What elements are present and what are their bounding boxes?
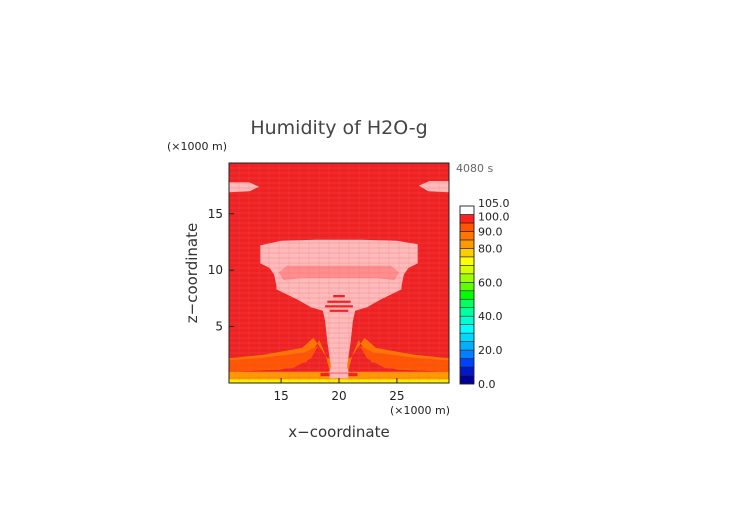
colorbar-level [459,281,475,292]
colorbar-label: 80.0 [478,242,503,255]
colorbar-level [459,231,475,241]
contour-cloud-anvil-lower [276,267,402,376]
colorbar-label: 20.0 [478,344,503,357]
colorbar-level [459,358,475,368]
colorbar-level [459,341,475,351]
colorbar-label: 0.0 [478,378,496,391]
colorbar-level [459,222,475,232]
colorbar-level [459,239,475,249]
contour-core-red-4 [329,309,349,312]
model-grid [229,163,449,383]
colorbar-level [459,307,475,317]
x-tick-label: 25 [389,389,404,403]
x-tick-label: 20 [331,389,346,403]
colorbar-label: 100.0 [478,210,510,223]
colorbar-level [459,214,475,224]
plot-area [228,162,450,384]
colorbar-level [459,298,475,309]
colorbar-label: 40.0 [478,310,503,323]
contour-right-red-orange [359,345,449,372]
colorbar-label: 60.0 [478,276,503,289]
colorbar-level [459,273,475,283]
chart-title: Humidity of H2O-g [250,117,427,139]
y-axis: 5 10 15 [208,207,234,334]
y-unit-label: (×1000 m) [167,140,227,153]
contour-base-pink [329,373,349,379]
humidity-contours [229,181,449,383]
colorbar-level [459,265,475,275]
y-axis-label: z−coordinate [183,223,201,323]
colorbar-level [459,332,475,342]
colorbar-level [459,248,475,258]
colorbar-level [459,290,475,300]
x-axis: 15 20 25 [273,378,405,403]
y-tick-label: 10 [208,263,223,277]
contour-left-red-orange [229,345,319,372]
y-tick-label: 5 [215,320,223,334]
x-tick-label: 15 [273,389,288,403]
colorbar-level [459,349,475,359]
colorbar-level [459,375,475,385]
contour-core-red-2 [327,300,351,303]
colorbar-label: 105.0 [478,197,510,210]
colorbar-level [459,205,475,215]
colorbar-frame [459,205,475,385]
colorbar-level [459,315,475,325]
contour-top-left-wisp [229,182,260,193]
time-label: 4080 s [456,162,493,175]
y-tick-label: 15 [208,207,223,221]
x-unit-label: (×1000 m) [390,404,450,417]
contour-core-red-1 [333,295,345,298]
colorbar-level [459,366,475,376]
x-axis-label: x−coordinate [288,423,389,441]
colorbar-label: 90.0 [478,225,503,238]
colorbar-level [459,256,475,266]
contour-core-red-3 [325,305,353,308]
colorbar-level [459,324,475,334]
contour-top-right-wisp [418,181,449,193]
